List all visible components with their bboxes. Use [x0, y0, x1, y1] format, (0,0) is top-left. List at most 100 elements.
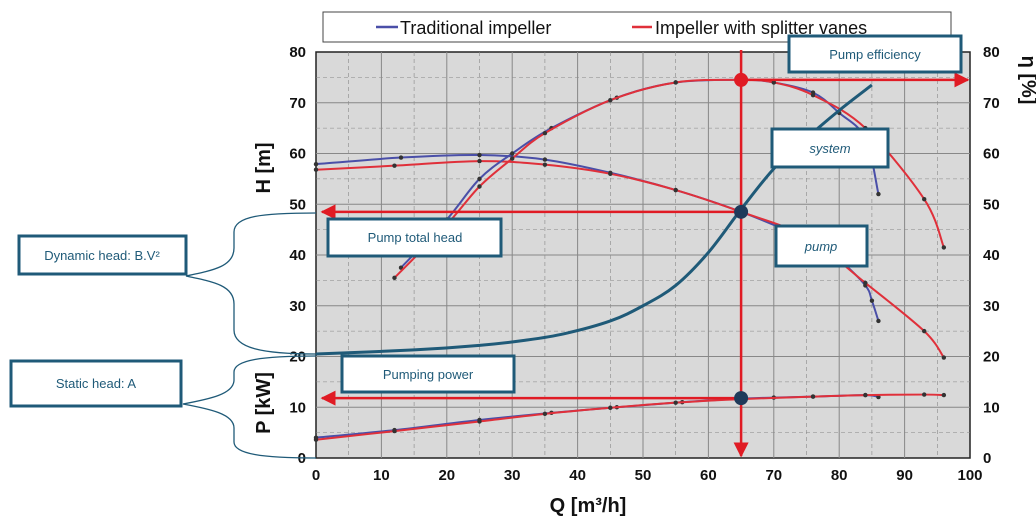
callout-label: Pumping power	[383, 367, 474, 382]
data-point-impeller-with-splitter-vanes-power	[392, 428, 397, 434]
data-point-traditional-impeller-head	[542, 157, 548, 162]
data-point-impeller-with-splitter-vanes-head	[863, 280, 868, 286]
x-tick-label: 40	[569, 467, 586, 484]
data-point-traditional-impeller-efficiency	[876, 191, 881, 197]
y-tick-label-right: 0	[983, 450, 991, 467]
data-point-traditional-impeller-head	[313, 161, 319, 167]
callout-label: Static head: A	[56, 376, 137, 391]
x-tick-label: 10	[373, 467, 390, 484]
y-tick-label-left: 30	[289, 298, 306, 315]
data-point-impeller-with-splitter-vanes-head	[477, 158, 482, 164]
callout-dynamic-head: Dynamic head: B.V²	[17, 234, 188, 276]
x-tick-label: 100	[957, 467, 982, 484]
y-axis-title-power: P [kW]	[253, 372, 275, 434]
callout-box	[774, 224, 869, 268]
data-point-impeller-with-splitter-vanes-head	[922, 328, 927, 334]
data-point-impeller-with-splitter-vanes-power	[863, 392, 868, 398]
callout-label: Pump efficiency	[829, 47, 921, 62]
callout-box	[770, 127, 890, 169]
data-point-impeller-with-splitter-vanes-head	[313, 167, 319, 172]
callout-box	[9, 359, 183, 408]
y-tick-label-right: 10	[983, 399, 1000, 416]
data-point-impeller-with-splitter-vanes-power	[542, 411, 548, 417]
y-tick-label-right: 20	[983, 349, 1000, 366]
data-point-impeller-with-splitter-vanes-efficiency	[477, 184, 482, 189]
y-axis-title-efficiency: η [%]	[1017, 56, 1036, 105]
callout-box	[17, 234, 188, 276]
callout-label: Pump total head	[368, 230, 463, 245]
static-head-brace	[182, 355, 317, 459]
data-point-traditional-impeller-efficiency	[510, 151, 515, 156]
x-axis-title: Q [m³/h]	[550, 495, 627, 517]
callout-box	[787, 34, 963, 74]
data-point-impeller-with-splitter-vanes-power	[673, 400, 678, 405]
x-tick-label: 20	[438, 467, 455, 484]
data-point-traditional-impeller-head	[398, 155, 404, 160]
x-tick-label: 70	[765, 467, 782, 484]
legend-label-traditional: Traditional impeller	[400, 18, 551, 38]
data-point-impeller-with-splitter-vanes-head	[608, 171, 613, 176]
callout-pump-efficiency: Pump efficiency	[787, 34, 963, 74]
y-tick-label-right: 40	[983, 247, 1000, 264]
data-point-impeller-with-splitter-vanes-head	[941, 355, 947, 360]
data-point-impeller-with-splitter-vanes-efficiency	[542, 131, 548, 136]
callout-box	[326, 217, 503, 258]
data-point-traditional-impeller-power	[876, 394, 881, 400]
dynamic-head-brace	[185, 212, 317, 355]
y-tick-label-left: 10	[289, 399, 306, 416]
legend-label-splitter: Impeller with splitter vanes	[655, 18, 867, 38]
y-tick-label-left: 60	[289, 146, 306, 163]
y-tick-label-right: 80	[983, 44, 1000, 61]
x-tick-label: 90	[896, 467, 913, 484]
data-point-impeller-with-splitter-vanes-power	[608, 405, 613, 410]
data-point-traditional-impeller-head	[869, 298, 875, 303]
y-tick-label-right: 60	[983, 146, 1000, 163]
data-point-traditional-impeller-head	[876, 318, 881, 324]
head-operating-point	[734, 204, 749, 219]
x-tick-label: 30	[504, 467, 521, 484]
operating-point-overlay	[320, 50, 970, 458]
y-tick-label-right: 30	[983, 298, 1000, 315]
callout-box	[340, 354, 516, 394]
data-point-impeller-with-splitter-vanes-head	[542, 162, 548, 167]
data-point-traditional-impeller-efficiency	[477, 176, 482, 182]
tick-labels: 0 10 20 30 40 50 60 70 80 90 100010203040506070800…	[289, 44, 999, 484]
callout-static-head: Static head: A	[9, 359, 183, 408]
data-point-impeller-with-splitter-vanes-power	[922, 392, 927, 397]
data-point-impeller-with-splitter-vanes-efficiency	[673, 80, 678, 85]
power-operating-point	[734, 391, 749, 406]
y-tick-label-left: 80	[289, 44, 306, 61]
y-tick-label-left: 50	[289, 196, 306, 213]
data-point-impeller-with-splitter-vanes-power	[810, 394, 816, 399]
series-line-impeller-with-splitter-vanes-power	[315, 393, 944, 441]
data-point-impeller-with-splitter-vanes-power	[313, 437, 319, 442]
callout-pumping-power: Pumping power	[340, 354, 516, 394]
x-tick-label: 80	[831, 467, 848, 484]
head-braces	[182, 212, 317, 459]
y-tick-label-left: 40	[289, 247, 306, 264]
data-point-impeller-with-splitter-vanes-head	[392, 163, 397, 168]
callout-system: system	[770, 127, 890, 169]
callout-pump: pump	[774, 224, 869, 268]
data-point-impeller-with-splitter-vanes-power	[477, 419, 482, 424]
data-point-impeller-with-splitter-vanes-efficiency	[392, 275, 397, 281]
data-point-impeller-with-splitter-vanes-efficiency	[510, 156, 515, 161]
data-point-impeller-with-splitter-vanes-head	[673, 187, 678, 193]
callout-label: Dynamic head: B.V²	[44, 248, 160, 263]
x-tick-label: 0	[312, 467, 320, 484]
callout-pump-total-head: Pump total head	[326, 217, 503, 258]
data-point-impeller-with-splitter-vanes-efficiency	[810, 92, 816, 98]
callout-label: pump	[804, 239, 838, 254]
y-tick-label-right: 70	[983, 95, 1000, 112]
callout-label: system	[809, 141, 850, 156]
data-point-impeller-with-splitter-vanes-power	[941, 392, 947, 398]
x-tick-label: 60	[700, 467, 717, 484]
data-point-impeller-with-splitter-vanes-efficiency	[922, 196, 927, 202]
y-axis-title-head: H [m]	[253, 142, 275, 193]
y-tick-label-right: 50	[983, 196, 1000, 213]
data-point-impeller-with-splitter-vanes-efficiency	[608, 98, 613, 103]
data-point-impeller-with-splitter-vanes-efficiency	[771, 80, 776, 85]
efficiency-operating-point	[734, 72, 749, 87]
y-tick-label-left: 70	[289, 95, 306, 112]
